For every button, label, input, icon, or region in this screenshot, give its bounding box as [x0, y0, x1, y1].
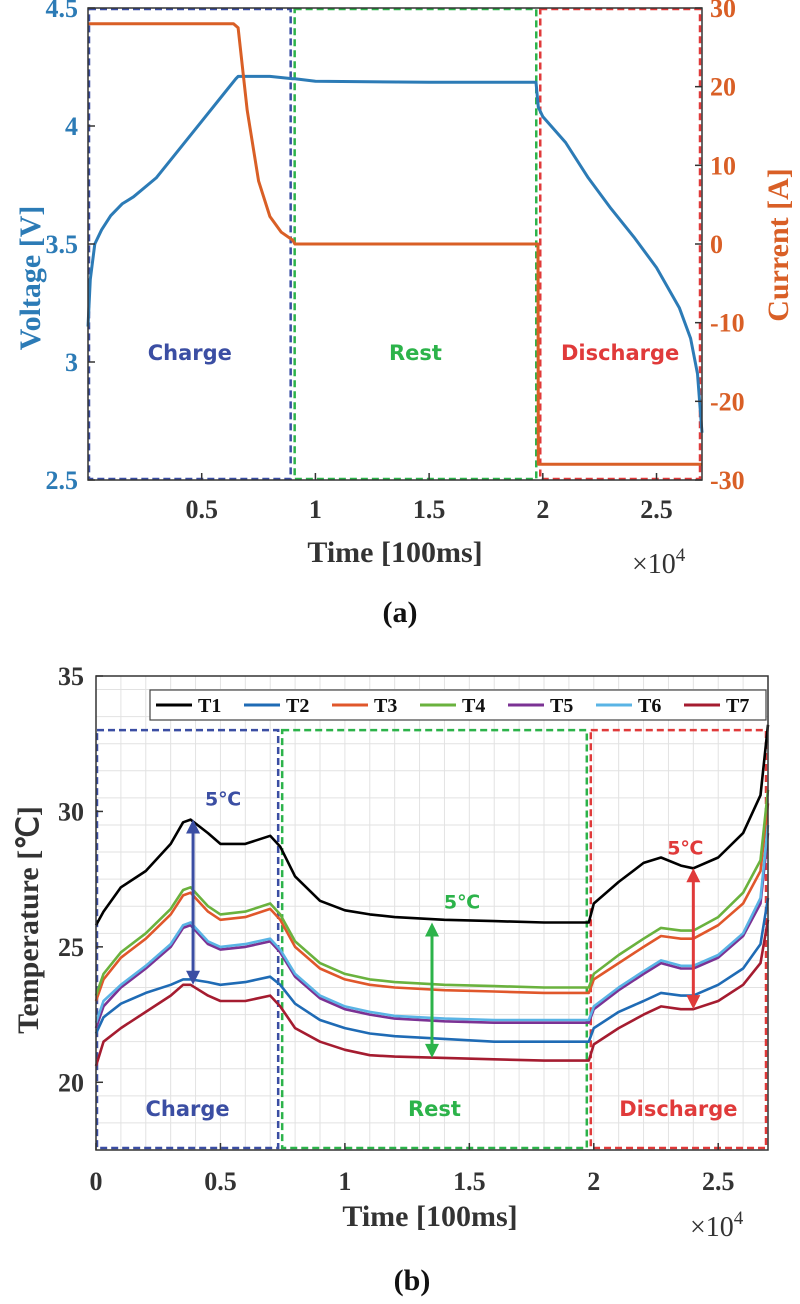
panel-a: 2.5 3 3.5 4 4.5 -30 -20 -10 0 10 20 30 0.5 1 1.5 2 2.5…	[14, 0, 795, 629]
a-series-voltage	[86, 74, 704, 433]
b-annotations: 5℃ 5℃ 5℃	[186, 789, 703, 1058]
b-annotation-arrowhead-up-2	[686, 868, 701, 883]
a-y-tick-label: 2.5	[46, 466, 79, 495]
b-x-tick-label: 2.5	[702, 1167, 735, 1196]
a-y-tick-label: 4.5	[46, 0, 79, 23]
b-series-t4	[94, 789, 770, 997]
b-annotation-label-1: 5℃	[444, 891, 480, 913]
a-y2-tick-label: 30	[710, 0, 736, 23]
b-series-t2	[94, 897, 770, 1043]
b-y-tick-label: 30	[58, 797, 84, 826]
a-x-tick-label: 0.5	[185, 495, 218, 524]
a-phase-label-2: Discharge	[561, 341, 679, 365]
b-y-ticks: 20 25 30 35	[58, 662, 103, 1097]
a-x-tick-label: 1	[309, 495, 322, 524]
a-x-ticks: 0.5 1 1.5 2 2.5	[185, 473, 673, 524]
b-legend-label-t4: T4	[462, 695, 485, 717]
b-series-t3	[94, 803, 770, 1002]
b-y-tick-label: 35	[58, 662, 84, 691]
b-legend-label-t2: T2	[286, 695, 309, 717]
b-x-ticks: 0 0.5 1 1.5 2 2.5	[90, 1143, 735, 1196]
b-phase-labels: Charge Rest Discharge	[146, 1097, 738, 1121]
a-y-ticks: 2.5 3 3.5 4 4.5	[46, 0, 95, 495]
b-x-tick-label: 0.5	[204, 1167, 237, 1196]
b-series-t5	[94, 832, 770, 1029]
a-y2-axis-label: Current [A]	[762, 168, 795, 322]
b-x-multiplier: ×104	[690, 1208, 744, 1243]
a-caption: (a)	[383, 596, 418, 629]
b-legend-box	[149, 689, 767, 721]
b-series	[94, 724, 770, 1067]
a-y2-ticks: -30 -20 -10 0 10 20 30	[695, 0, 745, 495]
a-y2-tick-label: -30	[710, 466, 745, 495]
a-y2-tick-label: 20	[710, 73, 736, 102]
b-x-axis-label: Time [100ms]	[342, 1200, 517, 1233]
a-series-current	[88, 22, 702, 466]
b-grid	[95, 676, 769, 1151]
b-y-axis-label: Temperature [℃]	[12, 806, 45, 1034]
b-phase-label-1: Rest	[408, 1097, 461, 1121]
a-x-tick-label: 1.5	[413, 495, 446, 524]
b-x-tick-label: 0	[90, 1167, 103, 1196]
a-y-tick-label: 3.5	[46, 230, 79, 259]
b-annotation-arrowhead-up-0	[186, 819, 201, 834]
a-x-axis-label: Time [100ms]	[307, 536, 482, 569]
b-phase-box-1	[280, 728, 589, 1150]
b-x-tick-label: 2	[587, 1167, 600, 1196]
a-x-tick-label: 2	[536, 495, 549, 524]
b-series-t7	[94, 919, 770, 1067]
b-legend: T1 T2 T3 T4 T5 T6 T7	[149, 689, 767, 721]
b-legend-label-t5: T5	[550, 695, 573, 717]
b-annotation-arrowhead-up-1	[425, 922, 439, 937]
b-phase-box-0	[95, 728, 280, 1150]
a-x-tick-label: 2.5	[640, 495, 673, 524]
b-annotation-arrowhead-down-2	[686, 995, 701, 1010]
b-annotation-label-2: 5℃	[667, 837, 703, 859]
b-annotation-arrowhead-down-1	[425, 1043, 439, 1058]
a-phase-label-1: Rest	[389, 341, 442, 365]
a-phase-box-0	[87, 7, 292, 481]
a-x-multiplier: ×104	[632, 545, 686, 580]
panel-b: 5℃ 5℃ 5℃ 20 25 30 35 0 0.5 1 1.5 2 2.5 Charge Rest D…	[12, 662, 770, 1297]
a-y-axis-label: Voltage [V]	[14, 206, 47, 351]
b-phase-label-2: Discharge	[619, 1097, 737, 1121]
a-y-tick-label: 3	[65, 348, 78, 377]
b-series-t6	[94, 824, 770, 1024]
b-caption: (b)	[394, 1264, 431, 1297]
a-y2-tick-label: 0	[710, 230, 723, 259]
a-phase-label-0: Charge	[148, 341, 232, 365]
a-y-tick-label: 4	[65, 112, 78, 141]
b-x-tick-label: 1.5	[453, 1167, 486, 1196]
b-annotation-label-0: 5℃	[205, 789, 241, 811]
a-phase-labels: Charge Rest Discharge	[148, 341, 680, 365]
a-series	[86, 22, 704, 466]
b-y-tick-label: 25	[58, 933, 84, 962]
b-phase-boxes	[95, 728, 768, 1150]
a-y2-tick-label: -10	[710, 309, 745, 338]
b-series-t1	[94, 724, 770, 926]
a-phase-box-2	[539, 7, 702, 481]
b-legend-label-t1: T1	[198, 695, 221, 717]
a-y2-tick-label: -20	[710, 387, 745, 416]
b-legend-label-t6: T6	[638, 695, 661, 717]
b-phase-label-0: Charge	[146, 1097, 230, 1121]
b-y-tick-label: 20	[58, 1068, 84, 1097]
b-x-tick-label: 1	[338, 1167, 351, 1196]
a-y2-tick-label: 10	[710, 151, 736, 180]
b-legend-label-t3: T3	[374, 695, 397, 717]
b-plot-frame	[95, 675, 769, 1151]
b-annotation-arrowhead-down-0	[186, 970, 201, 985]
b-legend-label-t7: T7	[726, 695, 749, 717]
